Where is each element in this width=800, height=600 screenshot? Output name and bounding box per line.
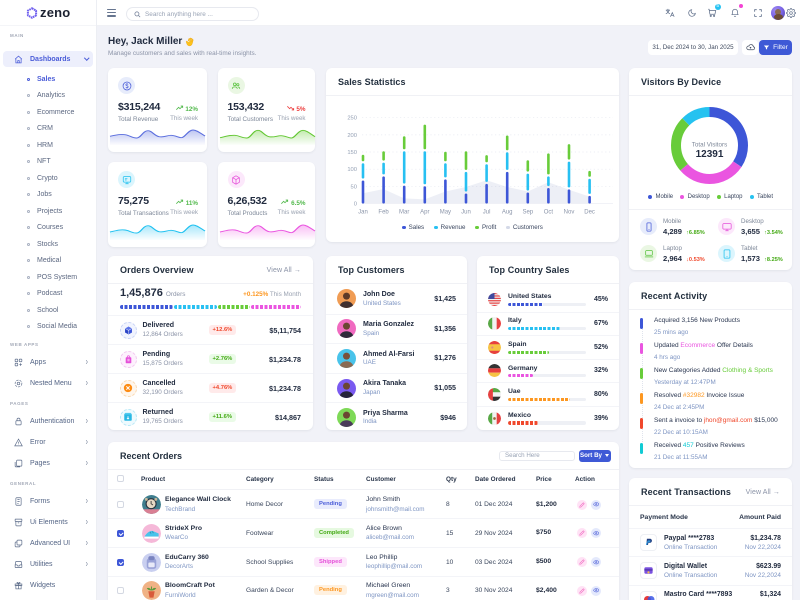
svg-text:Aug: Aug (502, 210, 513, 216)
svg-text:Jun: Jun (461, 210, 471, 216)
svg-text:Total Visitors: Total Visitors (692, 142, 728, 149)
svg-text:Mar: Mar (399, 210, 409, 216)
svg-text:100: 100 (347, 167, 357, 173)
svg-text:50: 50 (351, 184, 357, 190)
svg-text:0: 0 (354, 202, 357, 208)
svg-text:Nov: Nov (564, 210, 575, 216)
svg-text:250: 250 (347, 116, 357, 122)
svg-text:Sep: Sep (522, 210, 533, 216)
svg-text:Oct: Oct (544, 210, 554, 216)
svg-text:Jul: Jul (483, 210, 491, 216)
svg-text:200: 200 (347, 133, 357, 139)
svg-text:Jan: Jan (358, 210, 368, 216)
svg-text:Apr: Apr (420, 210, 429, 216)
svg-text:Feb: Feb (378, 210, 389, 216)
svg-text:12391: 12391 (696, 149, 724, 160)
svg-text:150: 150 (347, 150, 357, 156)
svg-text:May: May (440, 210, 451, 216)
svg-text:Dec: Dec (584, 210, 595, 216)
